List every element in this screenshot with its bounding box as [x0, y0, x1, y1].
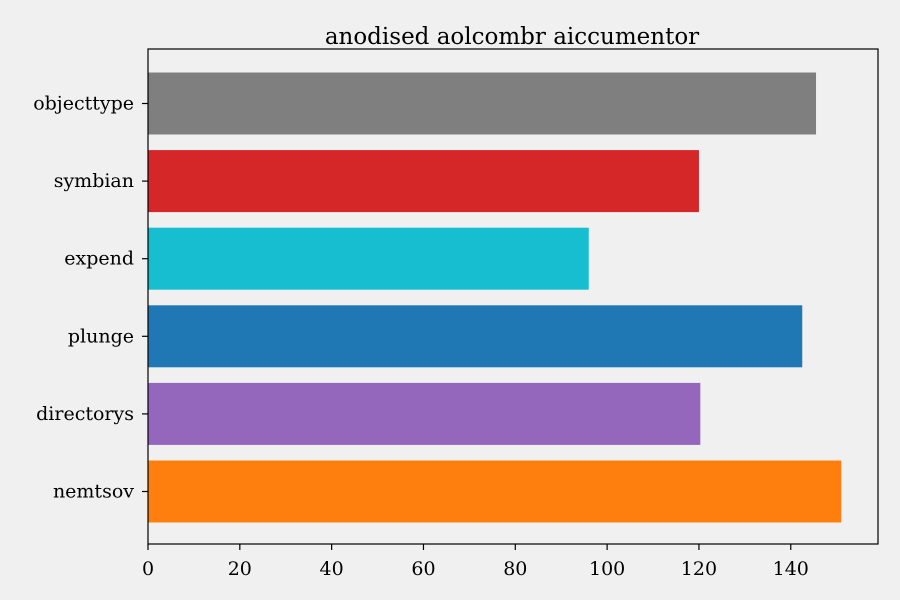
bar-nemtsov — [148, 460, 842, 523]
y-tick-label: directorys — [36, 403, 134, 425]
y-axis-ticks: objecttype symbian expend plunge directorys n… — [33, 93, 148, 503]
bar-directorys — [148, 382, 701, 445]
x-axis-ticks: 0 20 40 60 80 100 120 140 — [142, 544, 809, 580]
x-tick-label: 0 — [142, 558, 154, 580]
x-tick-label: 120 — [681, 558, 717, 580]
bar-symbian — [148, 150, 699, 213]
chart-title: anodised aolcombr aiccumentor — [325, 24, 699, 50]
y-tick-label: objecttype — [33, 93, 134, 115]
bar-objecttype — [148, 72, 817, 135]
y-tick-label: nemtsov — [53, 481, 134, 503]
x-tick-label: 60 — [411, 558, 435, 580]
x-tick-label: 100 — [589, 558, 625, 580]
bar-plunge — [148, 305, 803, 368]
x-tick-label: 80 — [503, 558, 527, 580]
bar-expend — [148, 227, 589, 290]
plot-frame — [147, 48, 879, 545]
bars-group — [148, 72, 842, 523]
y-tick-label: expend — [64, 248, 134, 270]
x-tick-label: 20 — [228, 558, 252, 580]
y-tick-label: symbian — [54, 170, 134, 192]
x-tick-label: 140 — [773, 558, 809, 580]
y-tick-label: plunge — [68, 325, 134, 347]
x-tick-label: 40 — [320, 558, 344, 580]
